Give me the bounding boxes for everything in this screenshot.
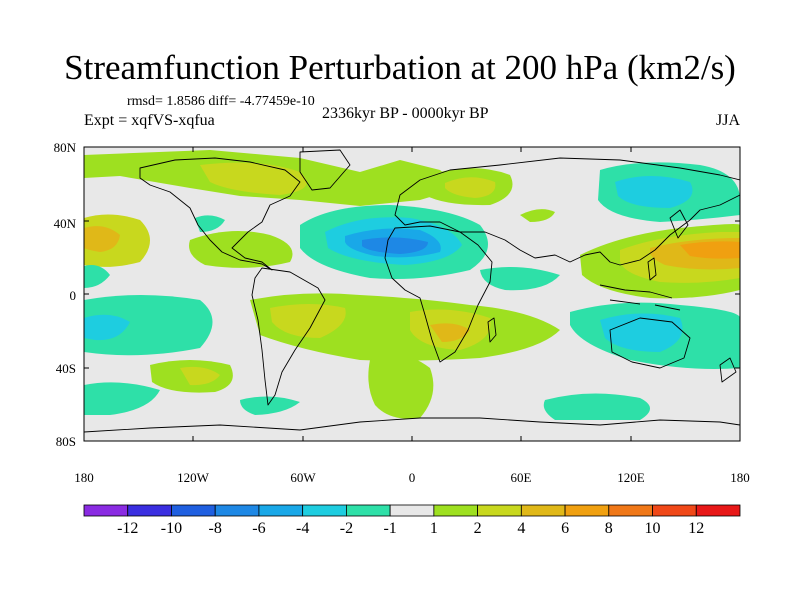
coastline-australia (609, 317, 691, 369)
lon-label-180e: 180 (730, 470, 750, 485)
lat-label-80n: 80N (54, 140, 77, 155)
contour-region (84, 314, 130, 341)
colorbar-swatch (433, 504, 479, 517)
lat-label-40n: 40N (54, 216, 77, 231)
colorbar-labels: -12 -10 -8 -6 -4 -2 -1 1 2 4 6 8 10 12 (117, 520, 704, 537)
contour-region (543, 393, 650, 423)
contour-region (430, 323, 470, 342)
coastline-africa (384, 225, 493, 363)
colorbar-swatch (302, 504, 347, 517)
coastline-madagascar (487, 317, 497, 343)
colorbar-swatch (171, 504, 216, 517)
colorbar-label: -6 (252, 520, 265, 537)
lon-label-60w: 60W (290, 470, 316, 485)
colorbar-swatch (258, 504, 304, 517)
colorbar-swatch (127, 504, 172, 517)
coastline-greenland (299, 149, 351, 191)
colorbar-label: 1 (430, 520, 438, 537)
colorbar-label: 2 (474, 520, 482, 537)
colorbar-swatch (652, 504, 697, 517)
coastline-indonesia (599, 284, 681, 311)
colorbar-label: -10 (161, 520, 182, 537)
coastline-philippines (647, 257, 657, 281)
contour-region (84, 420, 740, 441)
contour-region (84, 265, 110, 288)
contour-region (180, 366, 220, 386)
colorbar-swatch (695, 504, 741, 517)
colorbar-label: 6 (561, 520, 569, 537)
colorbar-label: 4 (517, 520, 525, 537)
contour-region (362, 237, 428, 254)
contour-region (445, 177, 496, 198)
lat-label-0: 0 (70, 288, 77, 303)
colorbar-label: 12 (688, 520, 704, 537)
lat-label-80s: 80S (56, 434, 76, 449)
coastline-north-america (139, 157, 301, 271)
coastlines (84, 149, 740, 433)
contour-field (84, 150, 740, 441)
season-label: JJA (715, 112, 740, 129)
contour-region (240, 396, 300, 415)
colorbar-label: -4 (296, 520, 309, 537)
coastline-antarctica (84, 417, 740, 433)
colorbar-label: 10 (645, 520, 661, 537)
colorbar-swatch (564, 504, 610, 517)
colorbar-swatch (520, 504, 566, 517)
colorbar-swatch (477, 504, 522, 517)
colorbar-label: -12 (117, 520, 138, 537)
colorbar (83, 504, 741, 517)
lon-label-120w: 120W (177, 470, 210, 485)
contour-region (200, 162, 307, 195)
contour-region (480, 266, 560, 291)
contour-region (680, 241, 740, 259)
colorbar-label: -2 (340, 520, 353, 537)
map-title: Streamfunction Perturbation at 200 hPa (… (64, 48, 736, 87)
colorbar-swatch (83, 504, 129, 517)
period-label: 2336kyr BP - 0000kyr BP (322, 105, 489, 122)
contour-region (600, 313, 683, 352)
lon-label-0: 0 (409, 470, 416, 485)
map-ticks (83, 146, 741, 442)
colorbar-swatch (214, 504, 260, 517)
coastline-south-america (251, 267, 326, 406)
contour-region (195, 215, 225, 232)
coastline-eurasia (394, 157, 740, 266)
colorbar-swatch (345, 504, 391, 517)
contour-region (189, 231, 293, 268)
contour-region (84, 382, 160, 415)
contour-region (84, 295, 213, 356)
coastline-japan (669, 209, 689, 239)
contour-region (615, 176, 693, 208)
lon-label-180w: 180 (74, 470, 94, 485)
colorbar-label: 8 (605, 520, 613, 537)
lon-label-120e: 120E (617, 470, 645, 485)
contour-region (270, 304, 346, 338)
colorbar-label: -1 (383, 520, 396, 537)
colorbar-label: -8 (209, 520, 222, 537)
lon-label-60e: 60E (511, 470, 532, 485)
experiment-label: Expt = xqfVS-xqfua (84, 112, 215, 129)
contour-region (520, 209, 555, 222)
stats-text: rmsd= 1.8586 diff= -4.77459e-10 (127, 94, 315, 109)
colorbar-swatch (608, 504, 653, 517)
colorbar-swatch (389, 504, 435, 517)
coastline-new-zealand (719, 357, 737, 383)
contour-region (368, 354, 434, 419)
contour-region (84, 226, 120, 252)
lat-label-40s: 40S (56, 361, 76, 376)
